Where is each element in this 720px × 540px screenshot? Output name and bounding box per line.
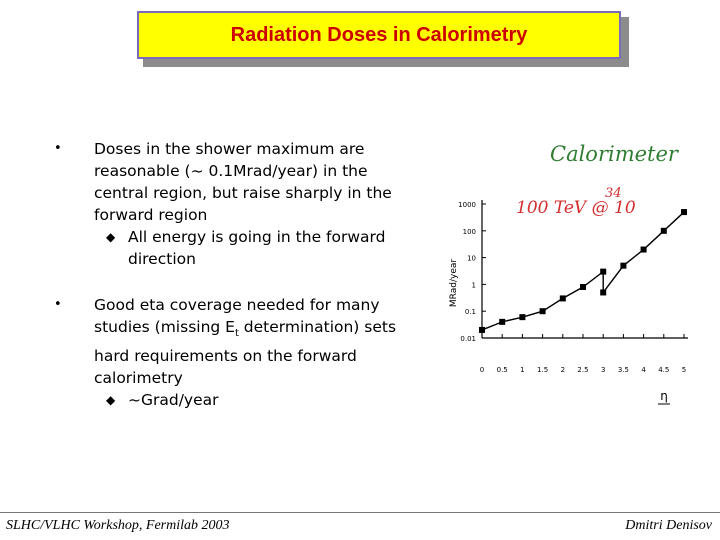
- chart-axes: [481, 200, 688, 339]
- x-tick-label: 5: [682, 366, 686, 374]
- data-point: [660, 227, 667, 234]
- x-tick-label: 0: [480, 366, 484, 374]
- data-point: [640, 246, 647, 253]
- data-point: [559, 295, 566, 302]
- y-axis-label: MRad/year: [449, 259, 459, 307]
- sub-bullet-text-2: ~Grad/year: [128, 391, 219, 410]
- x-ticks: 0 0.5 1 1.5 2 2.5 3 3.5 4 4.5 5: [480, 334, 686, 374]
- y-tick-label: 100: [463, 228, 476, 236]
- figure-annotation-exponent: 34: [605, 186, 622, 201]
- bullet-dot: •: [54, 297, 62, 312]
- y-tick-label: 1000: [458, 201, 476, 209]
- figure-annotation-title: Calorimeter: [550, 142, 678, 166]
- data-point: [519, 314, 526, 321]
- y-tick-label: 1: [472, 281, 476, 289]
- data-point: [600, 268, 607, 275]
- data-point: [681, 209, 687, 216]
- bullet-text-1: Doses in the shower maximum are reasonab…: [94, 140, 392, 224]
- y-tick-label: 0.01: [460, 335, 476, 343]
- x-tick-label: 1.5: [537, 366, 548, 374]
- chart-series: [479, 209, 687, 333]
- x-tick-label: 1: [520, 366, 524, 374]
- bullet-text-2a: Good eta coverage needed for many studie…: [94, 296, 380, 336]
- series-line: [481, 211, 685, 331]
- footer-rule: [0, 512, 720, 513]
- sub-bullet-2: ◆ ~Grad/year: [94, 389, 412, 411]
- data-point: [600, 289, 607, 296]
- x-tick-label: 4.5: [658, 366, 669, 374]
- diamond-icon: ◆: [106, 393, 116, 408]
- x-tick-label: 4: [641, 366, 646, 374]
- data-point: [539, 308, 546, 315]
- bullet-text-2-sub: t: [234, 328, 239, 340]
- y-ticks: 1000 100 10 1 0.1 0.01: [458, 201, 486, 343]
- bullet-item-2: • Good eta coverage needed for many stud…: [52, 294, 412, 411]
- x-tick-label: 2.5: [577, 366, 588, 374]
- y-tick-label: 0.1: [465, 308, 476, 316]
- x-tick-label: 3: [601, 366, 605, 374]
- x-tick-label: 3.5: [618, 366, 629, 374]
- diamond-icon: ◆: [106, 230, 116, 244]
- sub-bullet-1: ◆ All energy is going in the forward dir…: [94, 226, 412, 270]
- x-tick-label: 0.5: [497, 366, 508, 374]
- y-tick-label: 10: [467, 255, 476, 263]
- x-tick-label: 2: [561, 366, 565, 374]
- data-point: [580, 283, 586, 290]
- bullet-text-2b: determination) sets hard requirements on…: [94, 318, 397, 388]
- title-box: Radiation Doses in Calorimetry: [137, 11, 621, 59]
- sub-bullet-text-1: All energy is going in the forward direc…: [128, 228, 386, 268]
- bullet-list: • Doses in the shower maximum are reason…: [52, 138, 412, 435]
- data-point: [479, 326, 485, 333]
- figure-annotation-condition: 100 TeV @ 10: [516, 198, 636, 218]
- footer-author: Dmitri Denisov: [625, 518, 712, 533]
- slide-title: Radiation Doses in Calorimetry: [230, 23, 528, 46]
- bullet-dot: •: [54, 141, 62, 156]
- footer-workshop: SLHC/VLHC Workshop, Fermilab 2003: [6, 518, 230, 533]
- data-point: [499, 318, 506, 325]
- data-point: [620, 262, 627, 269]
- bullet-item-1: • Doses in the shower maximum are reason…: [52, 138, 412, 270]
- dose-figure: Calorimeter 100 TeV @ 10 34 1000 100 10 1 0.…: [438, 138, 700, 413]
- x-axis-label: η: [660, 389, 668, 403]
